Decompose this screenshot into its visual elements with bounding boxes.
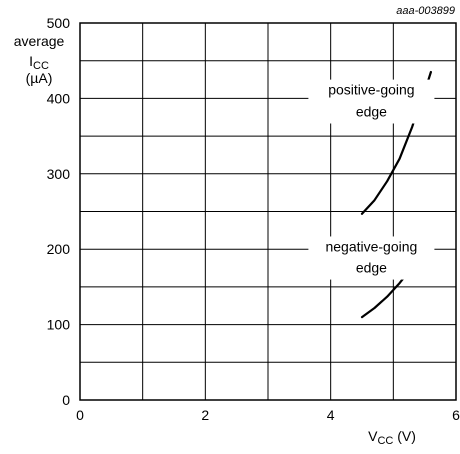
series-label-line-1: positive-going (328, 82, 414, 98)
series-label-line-1: negative-going (325, 238, 417, 254)
y-tick-label: 200 (47, 241, 71, 257)
x-tick-label: 6 (452, 407, 460, 423)
series-label-background (308, 236, 435, 280)
series-label-line-2: edge (356, 260, 387, 276)
x-tick-label: 4 (327, 407, 335, 423)
y-tick-label: 300 (47, 166, 71, 182)
grid-lines (80, 23, 456, 400)
figure-id: aaa-003899 (396, 5, 455, 17)
y-axis-title-line1: average (14, 33, 65, 49)
y-tick-label: 400 (47, 90, 71, 106)
x-axis-quantity: V (368, 428, 378, 444)
y-axis-quantity: I (29, 53, 33, 69)
y-tick-label: 100 (47, 317, 71, 333)
series-labels: positive-going edge negative-going edge (308, 79, 435, 280)
x-tick-label: 0 (76, 407, 84, 423)
series-label-line-2: edge (356, 103, 387, 119)
x-axis-title: VCC (V) (368, 428, 416, 447)
x-tick-label: 2 (201, 407, 209, 423)
x-axis-quantity-subscript: CC (377, 435, 393, 447)
y-axis-title: average ICC (µA) (14, 33, 65, 86)
tick-labels: 0 2 4 6 0 100 200 300 400 500 (47, 15, 460, 423)
y-axis-quantity-subscript: CC (33, 60, 49, 72)
plot-frame (79, 22, 457, 401)
series-label-background (308, 79, 435, 124)
y-tick-label: 0 (62, 392, 70, 408)
y-tick-label: 500 (47, 15, 71, 31)
y-axis-title-unit: (µA) (26, 70, 53, 86)
y-axis-title-quantity: ICC (29, 53, 49, 72)
x-axis-unit: (V) (393, 428, 416, 444)
